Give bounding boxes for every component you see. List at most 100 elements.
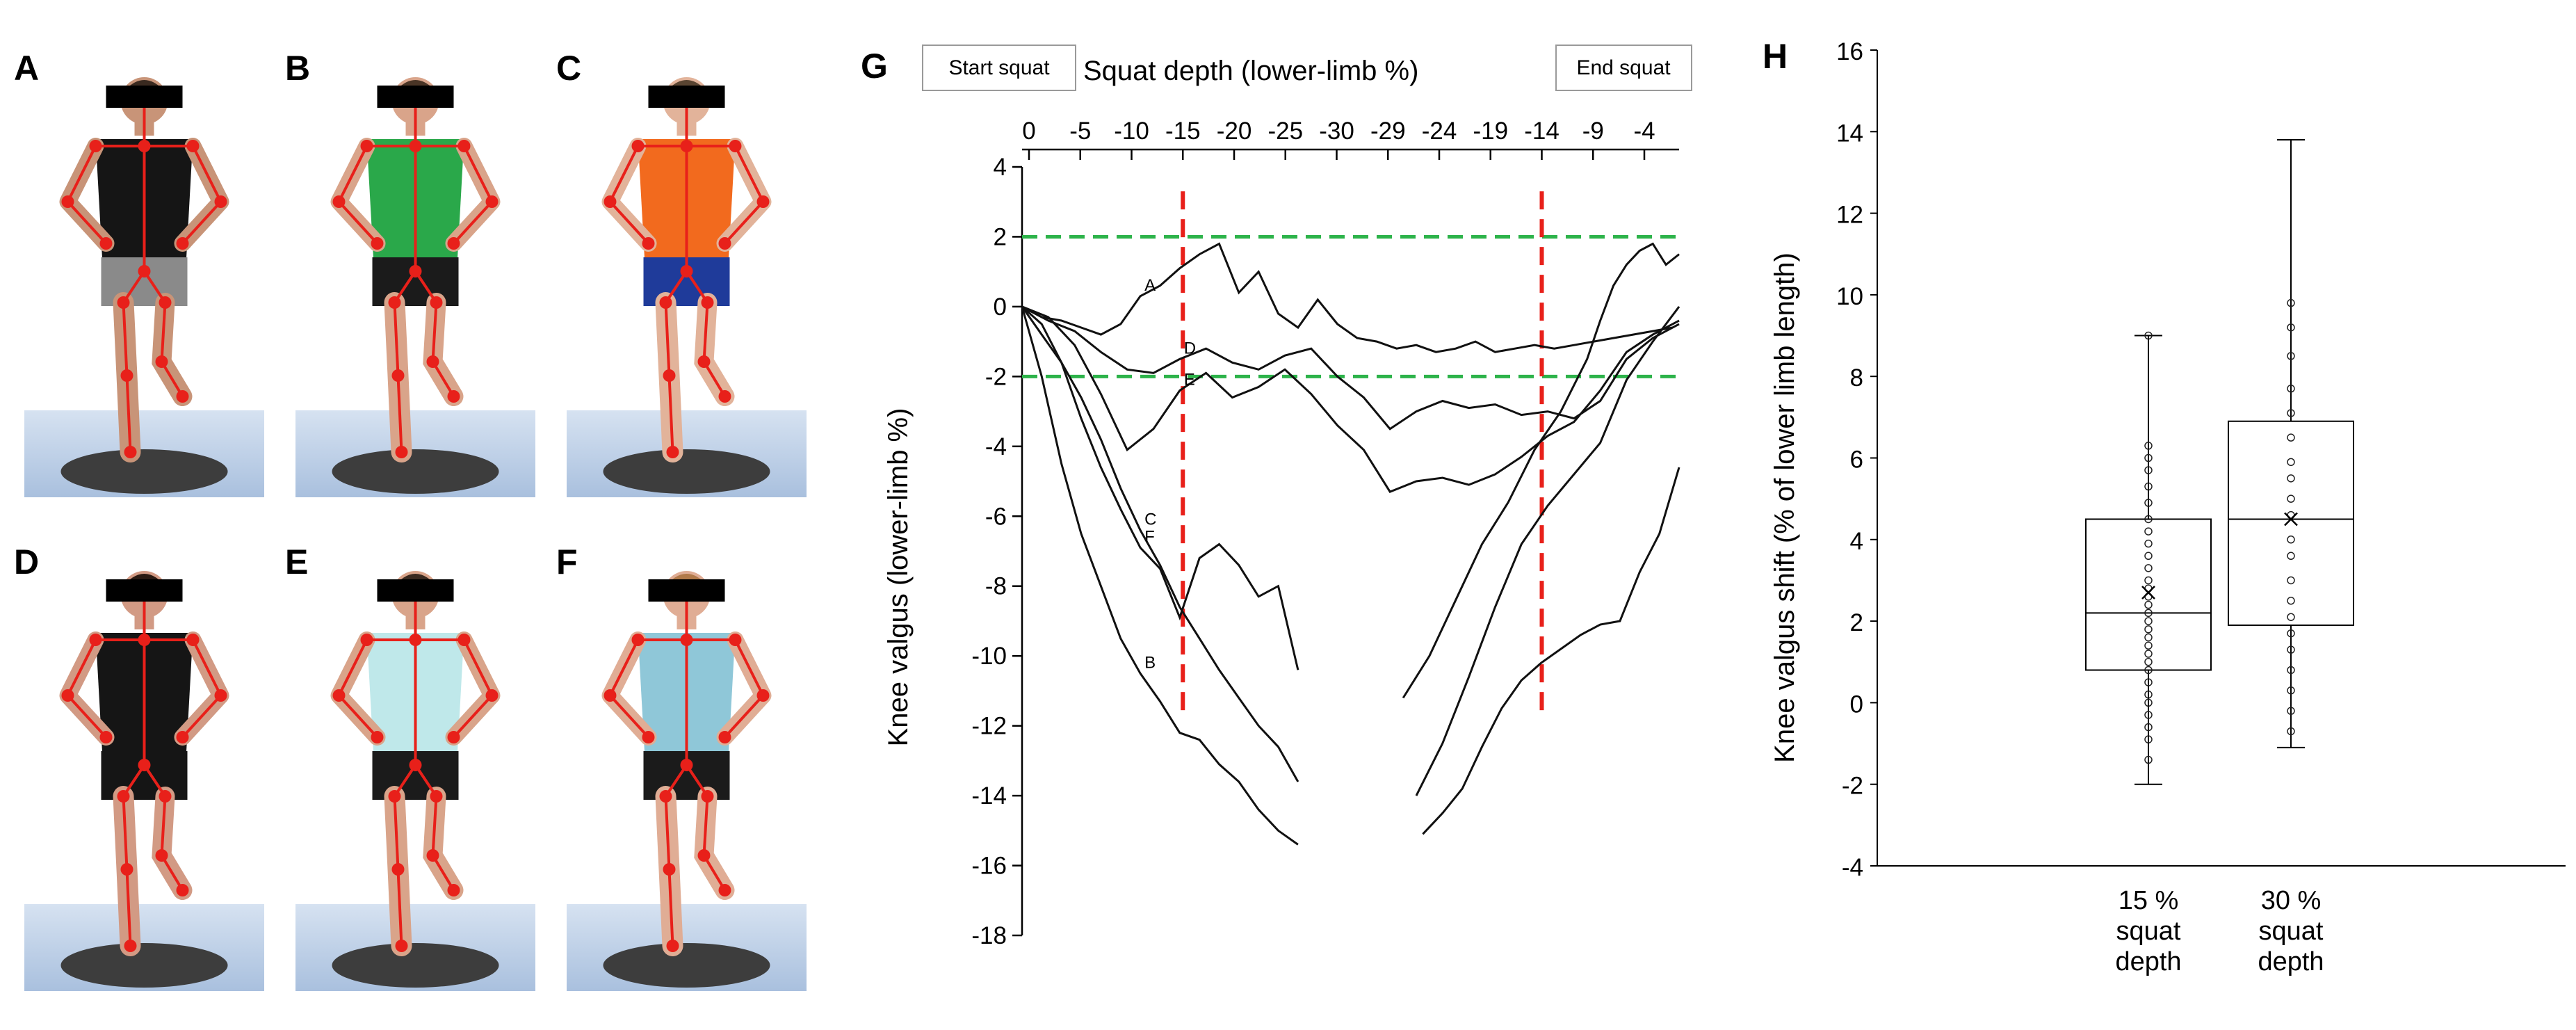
skeleton-joint bbox=[186, 634, 200, 646]
chart-g-top-tick-label: 0 bbox=[1022, 118, 1035, 145]
skeleton-bone bbox=[702, 360, 727, 398]
skeleton-joint bbox=[659, 790, 672, 803]
start-squat-button[interactable]: Start squat bbox=[922, 45, 1076, 91]
face-bar bbox=[648, 86, 725, 108]
skeleton-joint bbox=[447, 884, 460, 896]
mean-marker bbox=[2284, 512, 2298, 526]
skeleton-joint bbox=[659, 296, 672, 309]
skeleton-bone bbox=[667, 869, 674, 947]
skeleton-joint bbox=[124, 940, 137, 952]
skeleton-joint bbox=[138, 634, 151, 646]
skeleton-bone bbox=[724, 694, 764, 739]
face-bar bbox=[377, 579, 454, 602]
curve-b bbox=[1422, 467, 1680, 835]
skeleton-bone bbox=[143, 270, 167, 304]
skeleton-joint bbox=[176, 731, 189, 743]
skeleton-bone bbox=[431, 796, 438, 856]
skeleton-bone bbox=[393, 270, 417, 304]
skeleton-joint bbox=[697, 849, 711, 862]
chart-h-y-tick-label: 12 bbox=[1836, 202, 1863, 229]
chart-g-y-tick-label: -10 bbox=[971, 643, 1007, 670]
skeleton-joint bbox=[214, 195, 227, 208]
category-label: squat bbox=[2259, 917, 2324, 946]
curve-label-e: E bbox=[1184, 370, 1195, 389]
skeleton-bone bbox=[608, 145, 640, 202]
skeleton-bone bbox=[414, 270, 438, 304]
skeleton-bone bbox=[181, 694, 222, 739]
data-point bbox=[2287, 613, 2295, 621]
skeleton-joint bbox=[214, 689, 227, 702]
curve-c bbox=[1021, 306, 1299, 782]
skeleton-bone bbox=[122, 302, 129, 376]
skeleton-joint bbox=[176, 390, 189, 403]
category-label: 15 % bbox=[2119, 886, 2179, 915]
skeleton-bone bbox=[724, 200, 764, 245]
skeleton-joint bbox=[138, 759, 151, 771]
chart-g-y-tick-label: 2 bbox=[994, 223, 1007, 250]
data-point bbox=[2144, 650, 2153, 658]
data-point bbox=[2287, 552, 2295, 561]
curve-label-b: B bbox=[1144, 653, 1156, 672]
skeleton-joint bbox=[666, 940, 679, 952]
skeleton-bone bbox=[685, 764, 709, 798]
face-bar bbox=[377, 86, 454, 108]
chart-h-y-tick-label: 10 bbox=[1836, 283, 1863, 310]
skeleton-bone bbox=[462, 639, 494, 696]
skeleton-bone bbox=[734, 639, 765, 696]
data-point bbox=[2287, 645, 2295, 654]
skeleton-joint bbox=[391, 863, 405, 876]
skeleton-joint bbox=[332, 195, 346, 208]
skeleton-bone bbox=[160, 796, 167, 856]
end-squat-button[interactable]: End squat bbox=[1555, 45, 1692, 91]
skeleton-joint bbox=[155, 355, 168, 368]
skeleton-joint bbox=[61, 689, 74, 702]
data-point bbox=[2144, 678, 2153, 686]
skeleton-joint bbox=[371, 237, 384, 250]
skeleton-joint bbox=[360, 634, 373, 646]
skeleton-joint bbox=[138, 140, 151, 152]
photo-letter-c: C bbox=[556, 49, 581, 88]
chart-g-top-tick-label: -19 bbox=[1473, 118, 1508, 145]
skeleton-joint bbox=[447, 731, 460, 743]
data-point bbox=[2287, 494, 2295, 503]
skeleton-joint bbox=[680, 759, 693, 771]
skeleton-joint bbox=[729, 140, 742, 152]
skeleton-joint bbox=[663, 369, 676, 382]
skeleton-joint bbox=[409, 634, 422, 646]
chart-h-y-tick-label: 4 bbox=[1850, 528, 1863, 555]
skeleton-bone bbox=[338, 200, 378, 245]
skeleton-joint bbox=[447, 390, 460, 403]
skeleton-joint bbox=[388, 790, 401, 803]
skeleton-joint bbox=[426, 355, 439, 368]
mean-marker bbox=[2141, 586, 2155, 600]
skeleton-joint bbox=[485, 195, 499, 208]
chart-g-title: Squat depth (lower-limb %) bbox=[1083, 56, 1418, 86]
category-label: 30 % bbox=[2261, 886, 2322, 915]
skeleton-bone bbox=[396, 869, 403, 947]
curve-f bbox=[1415, 305, 1680, 796]
skeleton-bone bbox=[431, 854, 455, 892]
category-label: depth bbox=[2115, 947, 2181, 976]
photo-e: E bbox=[285, 542, 535, 995]
skeleton-bone bbox=[702, 302, 709, 362]
photo-d: D bbox=[14, 542, 264, 995]
skeleton-bone bbox=[664, 764, 688, 798]
skeleton-joint bbox=[680, 140, 693, 152]
category-label: depth bbox=[2258, 947, 2324, 976]
skeleton-bone bbox=[125, 869, 132, 947]
skeleton-joint bbox=[391, 369, 405, 382]
skeleton-joint bbox=[756, 689, 770, 702]
chart-g-y-label: Knee valgus (lower-limb %) bbox=[883, 408, 914, 747]
skeleton-bone bbox=[431, 302, 438, 362]
data-point bbox=[2287, 474, 2295, 483]
skeleton-bone bbox=[609, 200, 649, 245]
skeleton-joint bbox=[718, 390, 731, 403]
skeleton-joint bbox=[697, 355, 711, 368]
skeleton-bone bbox=[66, 639, 97, 696]
skeleton-joint bbox=[604, 689, 617, 702]
skeleton-bone bbox=[396, 375, 403, 453]
data-point bbox=[2287, 385, 2295, 393]
chart-g-y-tick-label: -4 bbox=[985, 433, 1007, 460]
data-point bbox=[2144, 466, 2153, 474]
